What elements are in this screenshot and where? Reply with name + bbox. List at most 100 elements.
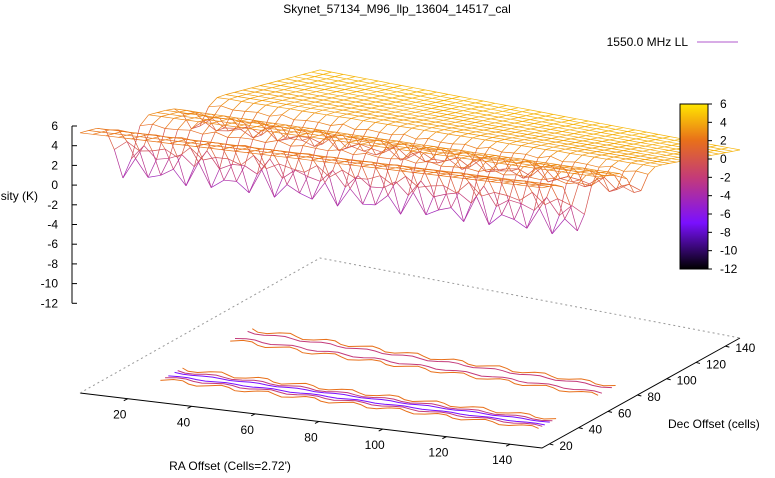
surface-line bbox=[371, 117, 384, 121]
surface-line bbox=[572, 145, 581, 148]
surface-line bbox=[315, 101, 328, 105]
surface-line bbox=[553, 145, 561, 148]
surface-line bbox=[467, 104, 480, 108]
surface-line bbox=[289, 135, 299, 140]
surface-line bbox=[521, 203, 535, 211]
surface-line bbox=[415, 121, 428, 125]
surface-line bbox=[233, 148, 243, 152]
surface-line bbox=[165, 109, 179, 113]
surface-line bbox=[92, 133, 106, 137]
surface-line bbox=[234, 89, 243, 93]
surface-line bbox=[593, 133, 606, 137]
surface-line bbox=[339, 105, 352, 109]
surface-line bbox=[577, 149, 585, 152]
surface-line bbox=[451, 118, 464, 121]
surface-line bbox=[574, 154, 583, 163]
surface-line bbox=[671, 156, 679, 160]
surface-line bbox=[541, 186, 550, 189]
surface-line bbox=[495, 155, 504, 160]
surface-line bbox=[630, 148, 643, 152]
surface-line bbox=[570, 138, 583, 142]
surface-line bbox=[615, 127, 624, 130]
surface-line bbox=[178, 138, 187, 142]
surface-line bbox=[401, 85, 414, 89]
surface-line bbox=[636, 137, 644, 140]
surface-line bbox=[399, 126, 412, 129]
surface-line bbox=[463, 110, 476, 114]
surface-line bbox=[459, 104, 468, 108]
surface-line bbox=[573, 173, 587, 176]
surface-line bbox=[118, 136, 132, 140]
z-tick-label: -10 bbox=[41, 277, 59, 291]
surface-line bbox=[655, 164, 663, 168]
surface-line bbox=[215, 115, 224, 118]
surface-line bbox=[476, 153, 484, 156]
surface-line bbox=[498, 116, 511, 120]
surface-line bbox=[479, 104, 488, 108]
surface-line bbox=[160, 158, 170, 176]
surface-line bbox=[297, 126, 307, 133]
surface-line bbox=[382, 158, 392, 188]
surface-line bbox=[494, 112, 507, 116]
surface-line bbox=[336, 140, 349, 143]
surface-line bbox=[471, 106, 480, 110]
surface-line bbox=[431, 149, 439, 152]
surface-line bbox=[314, 130, 323, 132]
surface-line bbox=[383, 117, 392, 121]
surface-line bbox=[294, 101, 307, 105]
surface-line bbox=[586, 156, 595, 165]
surface-line bbox=[431, 106, 440, 109]
surface-line bbox=[530, 119, 542, 123]
surface-line bbox=[510, 117, 519, 120]
surface-line bbox=[611, 165, 624, 172]
surface-line bbox=[301, 139, 315, 147]
z-tick-label: 6 bbox=[51, 119, 58, 133]
surface-line bbox=[346, 129, 356, 149]
surface-line bbox=[448, 94, 461, 97]
surface-line bbox=[364, 87, 374, 90]
surface-line bbox=[429, 149, 438, 164]
surface-line bbox=[351, 97, 364, 101]
surface-line bbox=[370, 157, 379, 187]
surface-line bbox=[494, 122, 507, 126]
surface-line bbox=[220, 98, 230, 107]
surface-line bbox=[362, 117, 372, 122]
surface-line bbox=[658, 134, 671, 137]
surface-line bbox=[587, 142, 595, 145]
surface-line bbox=[312, 87, 325, 90]
surface-line bbox=[616, 171, 625, 190]
surface-line bbox=[463, 196, 477, 222]
surface-line bbox=[346, 113, 360, 117]
surface-line bbox=[530, 126, 539, 130]
surface-line bbox=[487, 124, 500, 127]
surface-line bbox=[560, 178, 573, 183]
surface-line bbox=[626, 145, 639, 149]
surface-line bbox=[471, 118, 484, 122]
colorbar-tick-label: 6 bbox=[720, 97, 727, 111]
surface-line bbox=[480, 133, 489, 136]
surface-line bbox=[198, 112, 212, 115]
surface-line bbox=[523, 181, 531, 184]
surface-line bbox=[198, 150, 208, 163]
surface-line bbox=[267, 150, 276, 153]
surface-line bbox=[667, 141, 679, 145]
surface-line bbox=[307, 176, 321, 182]
surface-line bbox=[240, 126, 250, 130]
surface-line bbox=[612, 132, 621, 135]
surface-line bbox=[381, 84, 394, 88]
surface-line bbox=[231, 118, 241, 130]
surface-line bbox=[645, 157, 653, 160]
surface-line bbox=[714, 148, 722, 151]
surface-line bbox=[528, 168, 537, 178]
surface-line bbox=[580, 122, 593, 126]
surface-line bbox=[495, 155, 509, 158]
surface-line bbox=[657, 146, 665, 149]
surface-line bbox=[659, 142, 672, 146]
chart-title: Skynet_57134_M96_llp_13604_14517_cal bbox=[283, 2, 511, 16]
surface-line bbox=[537, 115, 546, 119]
surface-line bbox=[232, 118, 245, 124]
surface-line bbox=[526, 208, 540, 229]
surface-line bbox=[380, 93, 389, 97]
surface-line bbox=[280, 153, 294, 156]
